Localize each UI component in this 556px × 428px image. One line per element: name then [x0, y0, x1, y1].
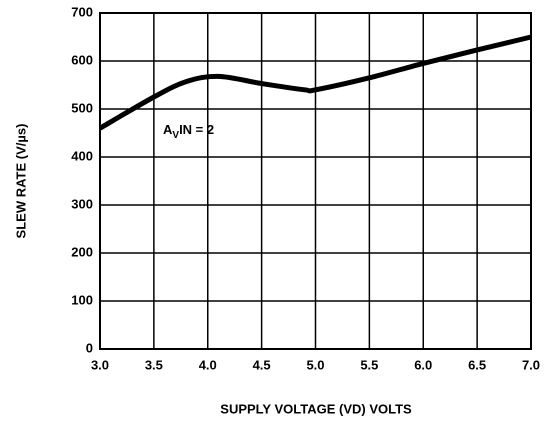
x-tick-label: 3.5 — [145, 357, 163, 372]
x-tick-label: 6.5 — [468, 357, 486, 372]
x-tick-label: 5.5 — [360, 357, 378, 372]
annotation-rest: IN = 2 — [179, 122, 214, 137]
y-tick-label: 200 — [71, 244, 93, 259]
y-tick-label: 100 — [71, 292, 93, 307]
y-tick-label: 700 — [71, 4, 93, 19]
x-tick-label: 3.0 — [91, 357, 109, 372]
annotation-base: A — [163, 122, 173, 137]
y-tick-label: 300 — [71, 196, 93, 211]
x-tick-label: 4.0 — [199, 357, 217, 372]
annotation-sub: V — [172, 130, 179, 141]
x-tick-label: 4.5 — [253, 357, 271, 372]
x-tick-label: 7.0 — [522, 357, 540, 372]
y-tick-label: 0 — [86, 340, 93, 355]
y-tick-label: 500 — [71, 100, 93, 115]
x-axis-label: SUPPLY VOLTAGE (VD) VOLTS — [220, 401, 412, 416]
annotation: AVIN = 2 — [163, 122, 214, 140]
x-tick-label: 6.0 — [414, 357, 432, 372]
y-tick-label: 400 — [71, 148, 93, 163]
y-tick-label: 600 — [71, 52, 93, 67]
plot-border — [99, 12, 532, 350]
y-axis-label: SLEW RATE (V/µs) — [13, 124, 28, 239]
x-tick-label: 5.0 — [306, 357, 324, 372]
data-line — [98, 34, 532, 131]
